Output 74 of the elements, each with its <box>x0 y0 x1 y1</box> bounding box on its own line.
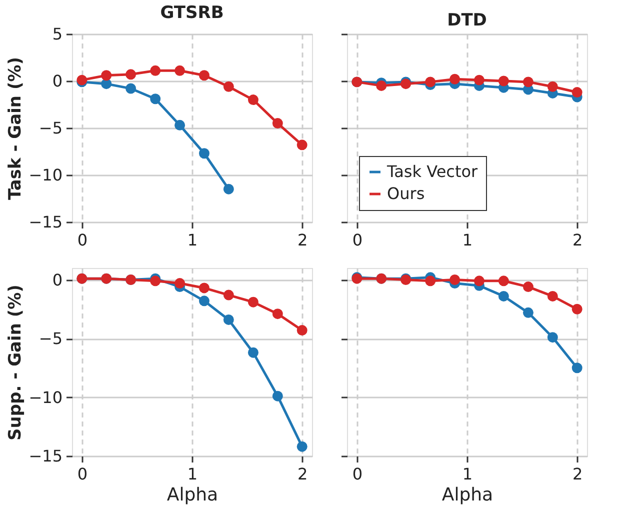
point <box>150 276 161 286</box>
point <box>126 83 136 94</box>
y-tick-label: 0 <box>52 72 62 90</box>
point <box>450 74 460 84</box>
x-tick-label: 2 <box>572 464 583 484</box>
x-tick-label: 0 <box>352 230 362 250</box>
point <box>272 390 283 402</box>
y-axis-title: Task - Gain (%) <box>6 56 26 200</box>
x-axis-title: Alpha <box>166 484 218 506</box>
y-tick-label: 5 <box>52 24 62 44</box>
y-tick-label: −10 <box>28 388 62 407</box>
point <box>198 282 210 294</box>
point <box>223 184 234 194</box>
y-tick-label: −15 <box>28 212 62 232</box>
point <box>126 69 136 80</box>
x-tick-label: 2 <box>298 464 308 484</box>
point <box>248 94 258 106</box>
x-tick-label: 0 <box>352 464 362 484</box>
point <box>547 290 558 302</box>
point <box>174 65 186 76</box>
y-tick-label: −10 <box>28 166 62 184</box>
point <box>223 81 234 92</box>
point <box>150 94 161 104</box>
point <box>296 325 308 336</box>
y-tick-label: 0 <box>52 270 62 290</box>
point <box>522 307 534 318</box>
x-tick-label: 1 <box>187 464 198 484</box>
point <box>474 74 484 86</box>
point <box>174 278 186 289</box>
x-tick-label: 2 <box>298 230 308 250</box>
point <box>498 276 509 286</box>
point <box>572 304 582 314</box>
point <box>296 441 308 452</box>
x-tick-label: 1 <box>187 230 198 250</box>
point <box>450 274 460 285</box>
point <box>376 80 387 91</box>
y-tick-label: −5 <box>38 118 62 138</box>
point <box>547 332 558 343</box>
point <box>474 276 484 286</box>
x-tick-label: 2 <box>572 230 583 250</box>
point <box>498 76 509 86</box>
point <box>198 296 210 306</box>
point <box>425 276 436 286</box>
x-tick-label: 1 <box>462 230 473 250</box>
point <box>223 290 234 300</box>
point <box>174 120 186 130</box>
point <box>572 87 582 98</box>
x-tick-label: 1 <box>462 464 473 484</box>
point <box>272 308 283 320</box>
point <box>223 314 234 325</box>
point <box>425 76 436 88</box>
point <box>272 118 283 129</box>
y-tick-label: −5 <box>38 329 62 348</box>
legend-label: Task Vector <box>386 162 478 181</box>
point <box>198 148 210 159</box>
point <box>522 282 534 292</box>
point <box>101 70 112 81</box>
point <box>547 81 558 92</box>
x-tick-label: 0 <box>77 230 88 250</box>
x-axis-title: Alpha <box>442 484 494 506</box>
point <box>248 347 258 358</box>
point <box>198 70 210 81</box>
x-tick-label: 0 <box>77 464 88 484</box>
point <box>522 76 534 88</box>
y-axis-title: Supp. - Gain (%) <box>6 284 26 440</box>
point <box>572 362 582 374</box>
point <box>248 296 258 308</box>
point <box>296 140 308 150</box>
chart-title: DTD <box>447 10 487 30</box>
y-tick-label: −15 <box>28 446 62 466</box>
point <box>498 290 509 302</box>
point <box>150 65 161 76</box>
legend-label: Ours <box>387 184 425 203</box>
chart-title: GTSRB <box>160 3 224 23</box>
